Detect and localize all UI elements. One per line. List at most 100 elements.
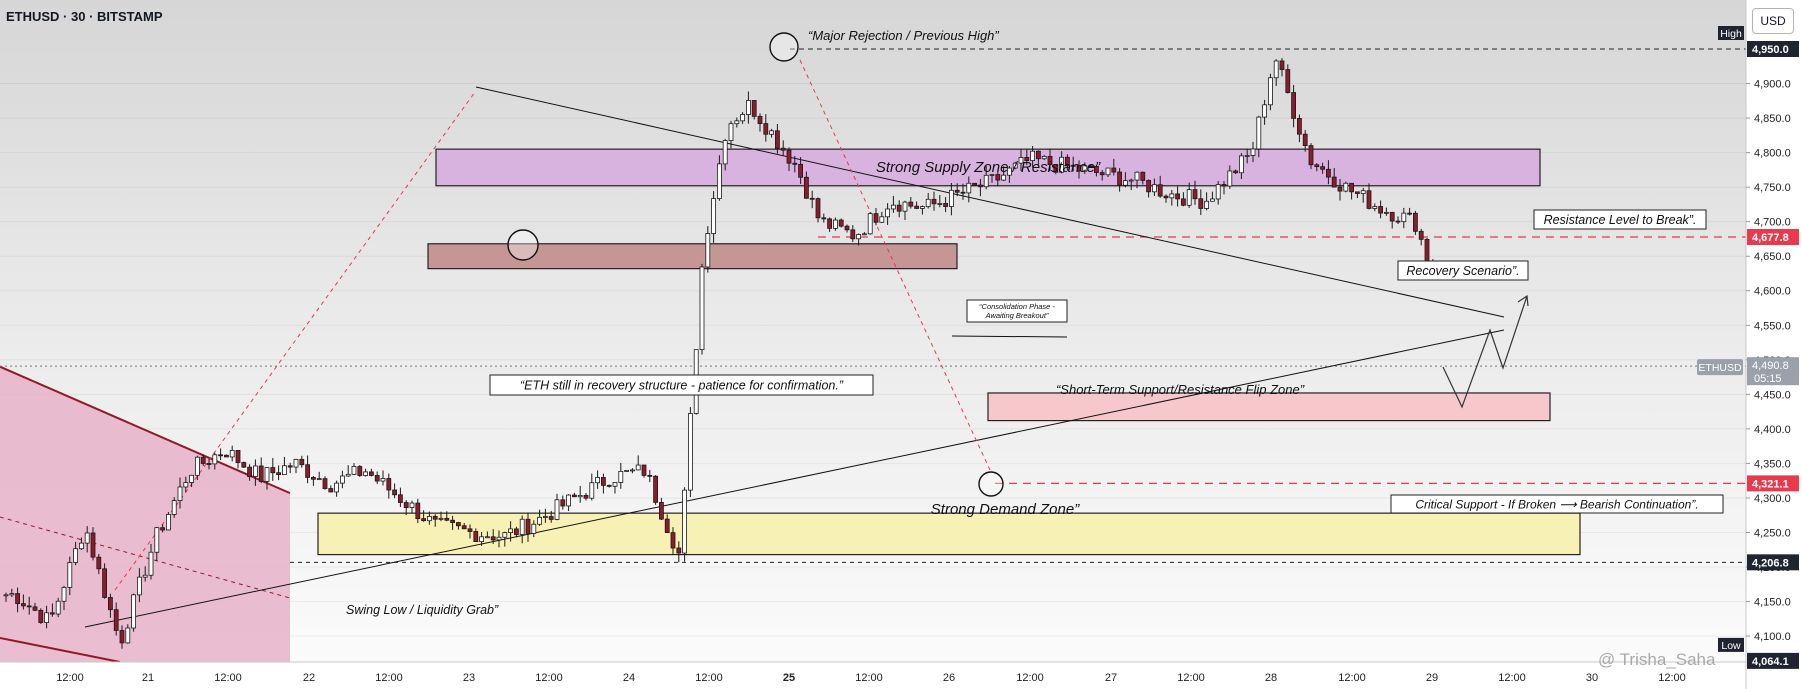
candle-bull [879,216,885,223]
candle-bull [1152,184,1157,193]
candle-bear [218,454,224,457]
candle-bear [270,467,276,474]
consolidation-label-1: “Consolidation Phase - [979,302,1055,311]
candle-bull [293,458,299,468]
candle-bear [1099,172,1105,176]
candle-bear [473,531,479,543]
candle-bull [351,466,357,475]
candle-bear [815,198,821,219]
candle-bull [885,208,890,218]
candle-bear [525,518,531,534]
time-axis-label: 25 [783,672,795,684]
candle-bear [1285,69,1291,93]
candle-bull [426,515,432,522]
candle-bull [728,123,734,142]
candle-bear [1297,118,1302,135]
time-axis-label: 12:00 [1498,672,1526,684]
price-tick-label: 4,700.0 [1754,217,1791,229]
candle-bear [763,123,769,135]
candle-bear [1157,184,1163,197]
price-marker-bg [1747,652,1799,669]
currency-button[interactable]: USD [1752,8,1794,34]
candle-bear [606,484,612,487]
candle-bear [1221,184,1227,187]
projection-dash-down [799,59,991,471]
candle-bear [1024,156,1030,161]
mini-supply-zone [427,243,958,270]
candle-bull [502,532,508,538]
candle-bull [177,486,183,502]
candle-bull [1401,212,1407,223]
candle-bull [484,536,490,539]
candle-bull [334,482,340,493]
price-tick-label: 4,300.0 [1754,493,1791,505]
swing-low-label: Swing Low / Liquidity Grab” [346,603,499,617]
candle-bull [1372,206,1378,209]
candle-bull [479,536,485,543]
resistance-break-label-box [1533,209,1707,230]
last-price-value: 4,490.8 [1752,360,1789,372]
candle-bull [630,469,635,472]
candle-bull [833,219,838,229]
candle-bear [1413,212,1418,232]
price-tick-label: 4,150.0 [1754,597,1791,609]
candle-bear [908,201,914,207]
candle-bear [1291,92,1296,119]
candle-bull [531,523,537,534]
projection-arrow-head [1517,294,1529,307]
candle-bull [409,502,415,508]
candle-bull [1360,190,1366,194]
candle-bear [1076,164,1082,172]
candle-bear [572,494,577,498]
prevlow-marker-value: 4,206.8 [1752,557,1789,569]
support-marker-value: 4,321.1 [1752,478,1789,490]
candle-bear [397,494,403,503]
candle-bear [1378,206,1383,214]
candle-bull [142,574,148,578]
candle-bear [1331,176,1337,188]
candle-bear [1389,211,1395,222]
price-tick-label: 4,900.0 [1754,79,1791,91]
candle-bull [154,527,160,553]
candle-bull [84,532,90,544]
resistance-break-label: Resistance Level to Break”. [1544,213,1697,227]
candle-bear [1181,198,1186,206]
critical-support-label: Critical Support - If Broken ⟶ Bearish C… [1415,497,1698,511]
candle-bear [1065,156,1070,167]
candle-bull [537,516,542,525]
candle-bull [1210,198,1215,202]
time-axis-label: 26 [943,672,955,684]
candle-bear [235,449,241,463]
price-tick-label: 4,400.0 [1754,424,1791,436]
candle-bear [548,516,554,520]
candle-bear [206,463,212,465]
candle-bull [44,612,49,623]
candle-bear [455,522,461,527]
symbol-title[interactable]: ETHUSD · 30 · BITSTAMP [6,9,163,24]
candle-bull [543,516,548,518]
candle-bull [363,471,369,476]
candle-bear [258,465,264,482]
candle-bear [119,630,125,644]
price-marker-bg [1747,229,1799,246]
candle-bull [1059,156,1064,173]
recovery-label-box [1397,260,1529,281]
price-tick-label: 4,750.0 [1754,182,1791,194]
candle-bear [514,528,519,535]
candle-bear [960,191,966,194]
candle-bear [299,458,305,466]
candle-bear [310,477,316,480]
candle-bear [583,495,589,499]
candle-bear [241,462,247,468]
time-axis-label: 22 [303,672,315,684]
candle-bull [1384,211,1389,214]
candle-bear [26,605,32,608]
time-axis-label: 23 [463,672,475,684]
candle-bull [136,576,142,596]
candle-bull [281,465,287,476]
candle-bull [1018,156,1024,164]
candle-bull [171,500,177,515]
candle-bear [1175,193,1180,200]
price-tick-label: 4,450.0 [1754,389,1791,401]
